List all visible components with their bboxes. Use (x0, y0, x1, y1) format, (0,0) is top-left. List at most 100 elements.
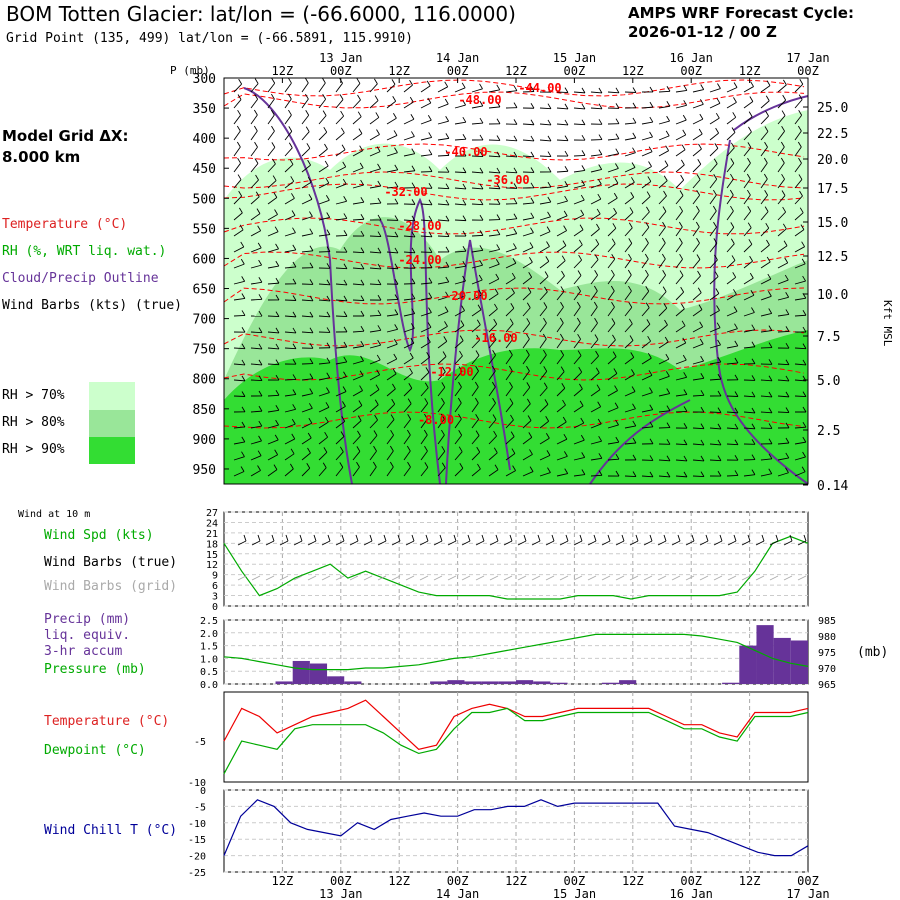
kft-tick-label: 25.0 (817, 101, 848, 116)
wind-barb (760, 194, 768, 205)
surface-wind-barb (573, 540, 583, 546)
wind-barb (675, 149, 686, 157)
wind-barb-flag (598, 149, 603, 155)
pressure-right-tick-label: 985 (818, 616, 836, 627)
wind-barb-flag (324, 143, 328, 150)
wind-barb-flag (683, 422, 688, 429)
wind-barb (658, 475, 670, 478)
wind-barb (556, 123, 568, 126)
wind-barb (573, 456, 585, 461)
wind-barb (318, 165, 329, 173)
wind-barb-flag (683, 406, 688, 412)
wind-barb-flag (560, 301, 564, 308)
wind-barb-flag (749, 272, 754, 279)
wind-barb (573, 290, 581, 301)
wind-barb-flag (696, 237, 700, 244)
surface-wind-barb (727, 540, 737, 546)
wind-barb-flag (275, 374, 280, 381)
wind-barb (471, 355, 480, 365)
wind-barb (301, 216, 313, 221)
wind-barb-flag (717, 407, 722, 413)
surface-wind-barb-flag (775, 534, 779, 542)
swatch-rh80 (89, 410, 135, 437)
wind-barb (726, 395, 739, 397)
wind-barb-flag (461, 82, 466, 89)
wind-barb-flag (424, 413, 428, 420)
wind-barb-flag (461, 290, 466, 297)
wind-barb-flag (785, 422, 790, 429)
top-date-label: 13 Jan (319, 51, 362, 65)
wind-barb-flag (323, 447, 328, 453)
wind-barb-flag (258, 375, 263, 381)
wind-barb (777, 279, 789, 285)
wind-barb (522, 370, 530, 381)
wind-barb (505, 262, 517, 269)
wind-barb (794, 263, 806, 269)
wind-barb-flag (666, 439, 671, 445)
wind-barb (352, 435, 361, 445)
wind-barb-flag (666, 101, 671, 107)
wind-barb-flag (376, 369, 381, 375)
wind-barb-flag (411, 231, 416, 238)
wind-barb (743, 116, 753, 125)
wind-barb (318, 436, 328, 445)
wind-barb (318, 452, 328, 461)
surface-wind-barb (699, 540, 709, 546)
wind-barb-flag (717, 390, 722, 397)
wind-barb-flag (632, 420, 637, 427)
kft-tick-label: 5.0 (817, 374, 840, 389)
wind-barb (369, 235, 382, 238)
wind-barb-flag (526, 382, 531, 388)
surface-wind-barb-flag (397, 534, 401, 542)
wind-barb (556, 107, 568, 110)
wind-barb-flag (441, 446, 446, 452)
wind-barb (267, 147, 276, 157)
wind-barb (352, 405, 363, 413)
wind-barb (437, 219, 450, 222)
wind-barb (403, 403, 412, 413)
wind-barb-flag (326, 357, 331, 364)
wind-barb-flag (665, 353, 670, 360)
wind-barb-flag (459, 350, 463, 357)
surface-wind-barb (587, 540, 597, 546)
pressure-right-tick-label: 970 (818, 664, 836, 675)
surface-wind-barb (335, 540, 345, 546)
wind-barb (352, 218, 365, 221)
wind-barb-flag (645, 269, 649, 276)
wind-barb-flag (292, 374, 297, 380)
wind-barb (352, 360, 364, 365)
wind-barb (522, 139, 534, 142)
wind-barb-flag (236, 141, 241, 148)
wind-barb-flag (611, 238, 616, 244)
wind-barb (335, 299, 348, 302)
wind-barb-flag (648, 370, 653, 376)
wind-barb-flag (496, 214, 501, 220)
wind-barb (318, 98, 326, 109)
wind-barb (386, 403, 396, 413)
wind-barb-flag (275, 260, 280, 267)
wind-barb (777, 130, 785, 141)
wind-barb (284, 82, 292, 93)
wind-barb (352, 184, 364, 189)
wind-barb-flag (339, 94, 344, 100)
surface-wind-barb-flag (747, 534, 751, 542)
wind-barb-flag (546, 241, 550, 247)
wind-barb (573, 229, 584, 237)
wind-barb (539, 354, 547, 365)
grid-wind-barb (363, 575, 373, 581)
grid-wind-barb (601, 575, 611, 581)
wind-barb-flag (341, 416, 346, 422)
wind-barb-flag (475, 350, 480, 356)
wind-barb-flag (649, 404, 654, 410)
wind-barb-flag (462, 167, 467, 173)
wind-barb (556, 371, 565, 381)
kft-tick-label: 12.5 (817, 250, 848, 265)
surface-wind-barb (391, 540, 401, 546)
wind-barb (794, 130, 802, 141)
wind-barb (488, 293, 499, 301)
wind-barb-flag (747, 189, 751, 196)
grid-wind-barb (629, 575, 639, 581)
wind-barb-flag (292, 278, 297, 285)
wind-barb-flag (594, 254, 599, 260)
wind-barb-flag (445, 150, 450, 156)
